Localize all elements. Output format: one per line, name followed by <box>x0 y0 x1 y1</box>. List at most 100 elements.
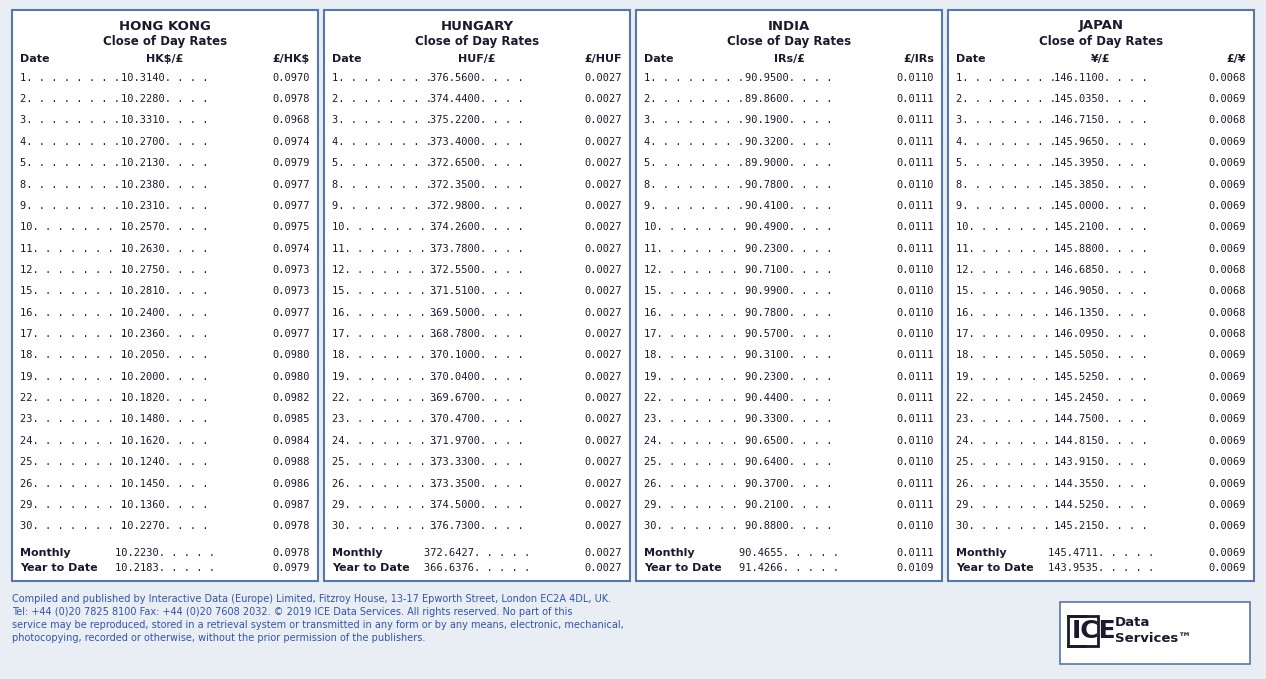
Text: 146.0950. . . .: 146.0950. . . . <box>1055 329 1148 339</box>
Text: 0.0027: 0.0027 <box>585 136 622 147</box>
Text: 15. . . . . . . .: 15. . . . . . . . <box>20 287 127 296</box>
Text: 145.2150. . . .: 145.2150. . . . <box>1055 521 1148 532</box>
Text: 0.0986: 0.0986 <box>272 479 310 489</box>
Text: 23. . . . . . . .: 23. . . . . . . . <box>332 414 438 424</box>
Text: 16. . . . . . . .: 16. . . . . . . . <box>20 308 127 318</box>
Text: 0.0069: 0.0069 <box>1209 563 1246 573</box>
Text: 2. . . . . . . .: 2. . . . . . . . <box>644 94 744 104</box>
Text: 10.2050. . . .: 10.2050. . . . <box>122 350 209 361</box>
Text: 8. . . . . . . .: 8. . . . . . . . <box>644 179 744 189</box>
Text: 0.0069: 0.0069 <box>1209 393 1246 403</box>
Text: 0.0977: 0.0977 <box>272 308 310 318</box>
Text: 4. . . . . . . .: 4. . . . . . . . <box>332 136 432 147</box>
Text: 0.0111: 0.0111 <box>896 244 934 253</box>
Text: 0.0027: 0.0027 <box>585 94 622 104</box>
Text: 373.3300. . . .: 373.3300. . . . <box>430 457 524 467</box>
Text: 0.0069: 0.0069 <box>1209 136 1246 147</box>
Text: 10.2230. . . . .: 10.2230. . . . . <box>115 548 215 558</box>
Text: 10.2270. . . .: 10.2270. . . . <box>122 521 209 532</box>
Text: 11. . . . . . . .: 11. . . . . . . . <box>956 244 1062 253</box>
Text: 17. . . . . . . .: 17. . . . . . . . <box>332 329 438 339</box>
Text: 12. . . . . . . .: 12. . . . . . . . <box>956 265 1062 275</box>
Text: 9. . . . . . . .: 9. . . . . . . . <box>332 201 432 211</box>
Text: 5. . . . . . . .: 5. . . . . . . . <box>956 158 1056 168</box>
Text: 0.0069: 0.0069 <box>1209 436 1246 446</box>
Text: 0.0978: 0.0978 <box>272 548 310 558</box>
Text: 0.0110: 0.0110 <box>896 521 934 532</box>
Text: Date: Date <box>20 54 49 64</box>
Text: 145.5250. . . .: 145.5250. . . . <box>1055 372 1148 382</box>
Text: 90.2300. . . .: 90.2300. . . . <box>746 372 833 382</box>
Text: 145.2100. . . .: 145.2100. . . . <box>1055 222 1148 232</box>
Text: 366.6376. . . . .: 366.6376. . . . . <box>424 563 530 573</box>
Text: 19. . . . . . . .: 19. . . . . . . . <box>644 372 751 382</box>
Text: 0.0974: 0.0974 <box>272 244 310 253</box>
Text: 5. . . . . . . .: 5. . . . . . . . <box>20 158 120 168</box>
Text: 90.9900. . . .: 90.9900. . . . <box>746 287 833 296</box>
Text: 0.0027: 0.0027 <box>585 372 622 382</box>
Text: 23. . . . . . . .: 23. . . . . . . . <box>644 414 751 424</box>
Text: 1. . . . . . . .: 1. . . . . . . . <box>956 73 1056 83</box>
Text: 3. . . . . . . .: 3. . . . . . . . <box>644 115 744 126</box>
Text: 0.0110: 0.0110 <box>896 329 934 339</box>
Text: 370.4700. . . .: 370.4700. . . . <box>430 414 524 424</box>
Text: 22. . . . . . . .: 22. . . . . . . . <box>644 393 751 403</box>
Text: 372.6500. . . .: 372.6500. . . . <box>430 158 524 168</box>
Text: 0.0111: 0.0111 <box>896 158 934 168</box>
Text: HUF/£: HUF/£ <box>458 54 496 64</box>
Text: 10.2570. . . .: 10.2570. . . . <box>122 222 209 232</box>
Text: 0.0069: 0.0069 <box>1209 179 1246 189</box>
Text: 26. . . . . . . .: 26. . . . . . . . <box>332 479 438 489</box>
Text: 17. . . . . . . .: 17. . . . . . . . <box>956 329 1062 339</box>
Text: 26. . . . . . . .: 26. . . . . . . . <box>956 479 1062 489</box>
Text: 5. . . . . . . .: 5. . . . . . . . <box>332 158 432 168</box>
Text: Date: Date <box>332 54 362 64</box>
Text: 2. . . . . . . .: 2. . . . . . . . <box>956 94 1056 104</box>
Text: 10. . . . . . . .: 10. . . . . . . . <box>644 222 751 232</box>
Text: 16. . . . . . . .: 16. . . . . . . . <box>644 308 751 318</box>
Text: 10.3310. . . .: 10.3310. . . . <box>122 115 209 126</box>
Text: 0.0027: 0.0027 <box>585 287 622 296</box>
Text: 0.0977: 0.0977 <box>272 329 310 339</box>
Text: 145.2450. . . .: 145.2450. . . . <box>1055 393 1148 403</box>
Text: 90.3200. . . .: 90.3200. . . . <box>746 136 833 147</box>
Text: 90.9500. . . .: 90.9500. . . . <box>746 73 833 83</box>
Text: 0.0978: 0.0978 <box>272 94 310 104</box>
Text: 10. . . . . . . .: 10. . . . . . . . <box>956 222 1062 232</box>
Text: 18. . . . . . . .: 18. . . . . . . . <box>956 350 1062 361</box>
Text: 0.0069: 0.0069 <box>1209 548 1246 558</box>
Text: 10.2380. . . .: 10.2380. . . . <box>122 179 209 189</box>
Text: 4. . . . . . . .: 4. . . . . . . . <box>20 136 120 147</box>
Text: 145.8800. . . .: 145.8800. . . . <box>1055 244 1148 253</box>
Text: 0.0973: 0.0973 <box>272 265 310 275</box>
Text: 17. . . . . . . .: 17. . . . . . . . <box>20 329 127 339</box>
Text: 375.2200. . . .: 375.2200. . . . <box>430 115 524 126</box>
Text: 4. . . . . . . .: 4. . . . . . . . <box>956 136 1056 147</box>
Text: 24. . . . . . . .: 24. . . . . . . . <box>956 436 1062 446</box>
Text: 0.0980: 0.0980 <box>272 372 310 382</box>
Text: 371.5100. . . .: 371.5100. . . . <box>430 287 524 296</box>
Text: photocopying, recorded or otherwise, without the prior permission of the publish: photocopying, recorded or otherwise, wit… <box>11 633 425 643</box>
Text: 10.1620. . . .: 10.1620. . . . <box>122 436 209 446</box>
Text: 10.3140. . . .: 10.3140. . . . <box>122 73 209 83</box>
Text: 10. . . . . . . .: 10. . . . . . . . <box>332 222 438 232</box>
Text: 2. . . . . . . .: 2. . . . . . . . <box>332 94 432 104</box>
Text: 9. . . . . . . .: 9. . . . . . . . <box>644 201 744 211</box>
Text: 143.9150. . . .: 143.9150. . . . <box>1055 457 1148 467</box>
Text: Compiled and published by Interactive Data (Europe) Limited, Fitzroy House, 13-1: Compiled and published by Interactive Da… <box>11 594 611 604</box>
Text: 0.0111: 0.0111 <box>896 372 934 382</box>
Text: Date: Date <box>956 54 985 64</box>
Text: 0.0111: 0.0111 <box>896 548 934 558</box>
Text: 0.0111: 0.0111 <box>896 94 934 104</box>
Text: 373.4000. . . .: 373.4000. . . . <box>430 136 524 147</box>
Text: 0.0970: 0.0970 <box>272 73 310 83</box>
Text: Date: Date <box>644 54 674 64</box>
Text: 0.0110: 0.0110 <box>896 436 934 446</box>
Text: 145.3950. . . .: 145.3950. . . . <box>1055 158 1148 168</box>
Text: 30. . . . . . . .: 30. . . . . . . . <box>332 521 438 532</box>
Text: 25. . . . . . . .: 25. . . . . . . . <box>332 457 438 467</box>
Text: 144.3550. . . .: 144.3550. . . . <box>1055 479 1148 489</box>
Text: 90.7800. . . .: 90.7800. . . . <box>746 179 833 189</box>
Text: 29. . . . . . . .: 29. . . . . . . . <box>956 500 1062 510</box>
Text: 90.6500. . . .: 90.6500. . . . <box>746 436 833 446</box>
